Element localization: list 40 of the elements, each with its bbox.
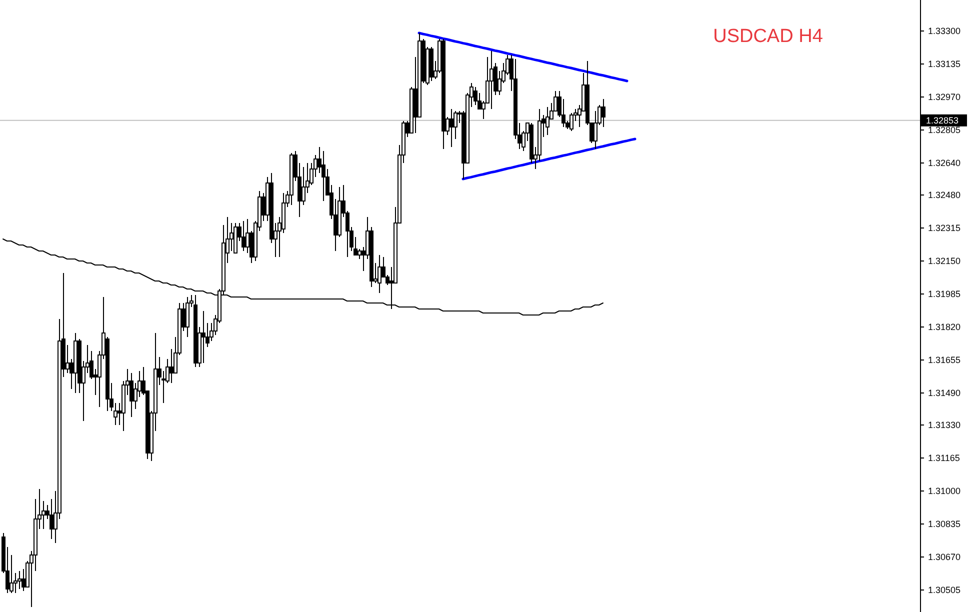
candlestick — [602, 98, 606, 128]
candlestick — [50, 498, 54, 540]
candlestick — [170, 348, 174, 384]
ref-line-label: 1.32853 — [926, 116, 959, 126]
y-tick-label: 1.31820 — [928, 322, 961, 332]
candlestick — [570, 112, 574, 132]
y-tick-label: 1.32315 — [928, 223, 961, 234]
candlestick — [450, 108, 454, 148]
y-tick-label: 1.32480 — [928, 190, 961, 200]
candlestick — [358, 248, 362, 260]
y-tick-label: 1.31165 — [928, 453, 960, 464]
candlestick — [186, 296, 190, 338]
candlestick — [546, 106, 550, 136]
candlestick — [474, 86, 478, 106]
candlestick — [378, 254, 382, 294]
y-tick-label: 1.31490 — [928, 388, 961, 398]
y-tick-label: 1.30505 — [928, 585, 961, 596]
y-tick-label: 1.32150 — [928, 256, 961, 266]
y-tick-label: 1.32970 — [928, 92, 961, 102]
y-tick-label: 1.31985 — [928, 289, 961, 300]
line-series — [462, 138, 636, 180]
candlestick — [490, 50, 494, 110]
candlestick — [322, 150, 326, 202]
candlestick — [246, 218, 250, 254]
y-tick-label: 1.31000 — [928, 486, 961, 496]
candlestick — [18, 570, 22, 590]
candlestick — [242, 220, 246, 252]
y-tick-label: 1.30835 — [928, 519, 961, 530]
line-series — [418, 32, 628, 82]
candlestick — [302, 166, 306, 206]
y-tick-label: 1.32805 — [928, 125, 961, 136]
candlestick — [202, 310, 206, 364]
text: USDCAD H4 — [713, 26, 824, 47]
y-tick-label: 1.33135 — [928, 59, 961, 70]
y-tick-label: 1.30670 — [928, 552, 961, 562]
y-tick-label: 1.31655 — [928, 355, 961, 366]
y-tick-label: 1.31330 — [928, 420, 961, 430]
y-tick-label: 1.33300 — [928, 26, 961, 36]
candlestick — [130, 372, 134, 418]
y-tick-label: 1.32640 — [928, 158, 961, 168]
